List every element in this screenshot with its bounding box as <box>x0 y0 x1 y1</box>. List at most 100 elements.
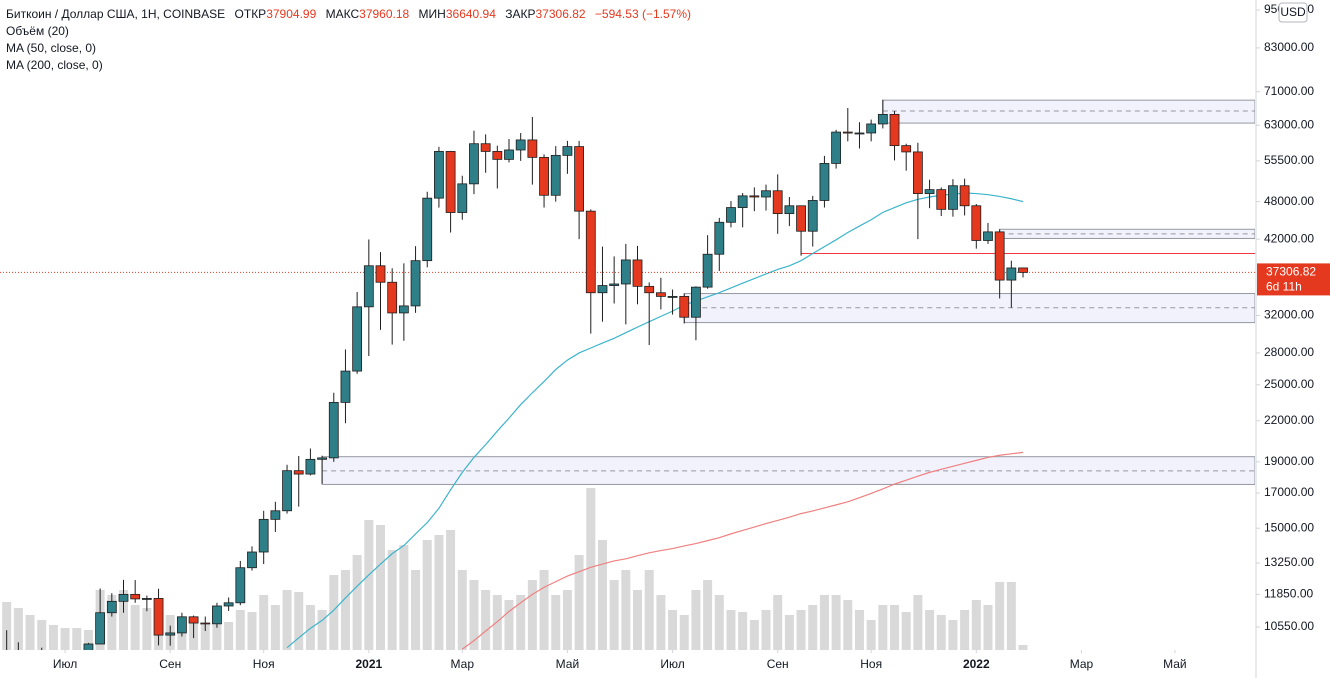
volume-bar <box>866 620 876 650</box>
volume-bar <box>305 605 315 650</box>
volume-bar <box>481 590 491 650</box>
candle-body <box>784 205 795 214</box>
candle-body <box>889 113 900 147</box>
volume-bar <box>621 570 631 650</box>
volume-bar <box>60 628 70 650</box>
candle-body <box>796 205 806 232</box>
ma-line <box>461 451 1024 650</box>
volume-bar <box>574 555 584 650</box>
volume-bar <box>761 610 771 650</box>
volume-bar <box>376 525 386 650</box>
candle-body <box>983 231 993 241</box>
open-value: 37904.99 <box>266 7 317 21</box>
volume-bar <box>329 575 339 650</box>
volume-bar <box>118 590 128 650</box>
volume-bar <box>971 600 981 650</box>
volume-bar <box>773 595 783 650</box>
candle-body <box>749 195 760 198</box>
volume-bar <box>878 605 888 650</box>
candle-body <box>691 286 701 318</box>
volume-bar <box>270 605 280 650</box>
candle-body <box>83 643 94 650</box>
y-tick-label: 71000.00 <box>1264 84 1314 98</box>
candle-body <box>819 163 830 201</box>
volume-bar <box>738 612 748 650</box>
legend-entry: MA (50, close, 0) <box>6 41 97 55</box>
currency-label: USD <box>1280 5 1306 19</box>
volume-bar <box>609 580 619 650</box>
candle-body <box>866 123 877 134</box>
candle-body <box>515 139 526 151</box>
candle-body <box>118 593 129 602</box>
x-tick-label: Сен <box>159 657 181 671</box>
volume-bar <box>200 625 210 650</box>
candle-body <box>948 185 958 210</box>
candle-body <box>200 622 211 625</box>
volume-bar <box>1018 645 1028 650</box>
candle-body <box>352 306 363 372</box>
y-tick-label: 42000.00 <box>1264 231 1314 245</box>
candle-body <box>726 207 736 223</box>
candle-body <box>644 285 655 294</box>
volume-bar <box>995 582 1005 650</box>
volume-bar <box>562 590 572 650</box>
candle-body <box>165 632 176 636</box>
y-tick-label: 13250.00 <box>1264 555 1314 569</box>
volume-bar <box>411 570 421 650</box>
volume-bar <box>399 545 409 650</box>
volume-bar <box>492 595 502 650</box>
volume-bar <box>948 620 958 650</box>
volume-bar <box>422 540 432 650</box>
volume-bar <box>317 610 327 650</box>
axes: 10550.00 11850.00 13250.00 15000.00 17000.00… <box>53 0 1330 678</box>
candle-body <box>317 457 327 460</box>
volume-bar <box>294 592 304 650</box>
volume-bar <box>235 610 245 650</box>
volume-bar <box>72 628 82 650</box>
volume-bar <box>656 595 666 650</box>
candle-body <box>247 551 257 569</box>
volume-bar <box>644 570 654 650</box>
y-tick-label: 10550.00 <box>1264 619 1314 633</box>
volume-bar <box>107 595 117 650</box>
candle-body <box>772 190 783 214</box>
volume-bar <box>819 595 829 650</box>
candle-body <box>469 143 479 185</box>
volume-bar <box>901 612 911 650</box>
candle-body <box>305 458 316 475</box>
close-label: ЗАКР <box>505 7 536 21</box>
candle-body <box>585 210 596 294</box>
y-tick-label: 11850.00 <box>1264 587 1313 601</box>
candle-body <box>14 651 23 661</box>
candle-body <box>714 221 725 255</box>
volume-bar <box>586 488 596 650</box>
y-tick-label: 55500.00 <box>1264 153 1314 167</box>
y-tick-label: 25000.00 <box>1264 377 1314 391</box>
candle-body <box>434 151 444 199</box>
candle-body <box>877 113 888 125</box>
volume-bar <box>340 570 350 650</box>
candle-body <box>959 185 970 207</box>
candle-body <box>270 510 281 520</box>
candle-body <box>153 598 164 636</box>
volume-bar <box>890 605 900 650</box>
volume-bar <box>37 620 47 650</box>
volume-bar <box>247 612 257 650</box>
candle-body <box>550 154 561 196</box>
change-pct: (−1.57%) <box>641 7 691 21</box>
candle-body <box>971 205 982 241</box>
volume-bar <box>259 595 269 650</box>
volume-bar <box>364 520 374 650</box>
low-value: 36640.94 <box>445 7 496 21</box>
candle-body <box>842 131 853 134</box>
y-tick-label: 17000.00 <box>1264 485 1314 499</box>
candle-body <box>936 189 947 210</box>
candle-body <box>398 305 409 314</box>
candle-body <box>667 296 678 298</box>
volume-bar <box>387 550 397 650</box>
candle-body <box>924 189 935 194</box>
volume-bar <box>2 602 12 650</box>
zone <box>683 293 1255 324</box>
